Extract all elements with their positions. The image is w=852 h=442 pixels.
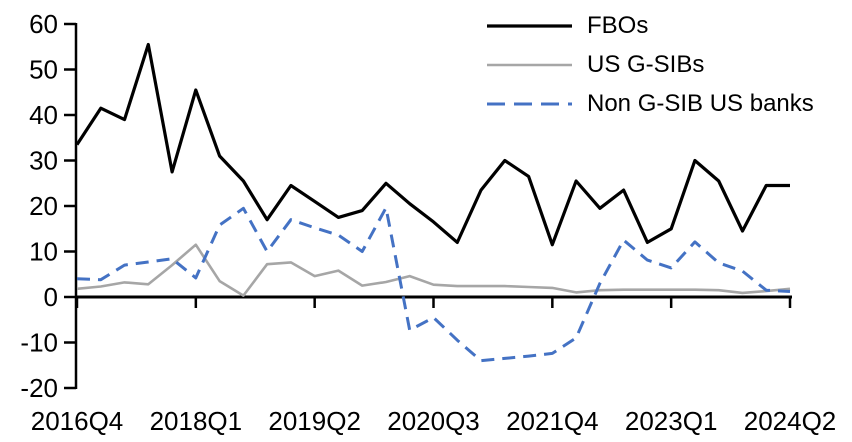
legend-label-fbos: FBOs [587,11,649,39]
legend-label-us-gsibs: US G-SIBs [587,50,705,78]
legend-item-us-gsibs: US G-SIBs [486,45,814,84]
legend-item-fbos: FBOs [486,6,814,45]
x-tick-label: 2016Q4 [31,406,124,436]
y-tick-label: 40 [29,100,58,130]
y-tick-label: -10 [20,328,58,358]
y-tick-label: 20 [29,191,58,221]
y-tick-label: 30 [29,146,58,176]
series-line-non-g-sib-us-banks [76,206,791,363]
legend-line-sample-fbos [487,23,572,28]
series-line-fbos [75,42,790,247]
y-tick-label: -20 [20,373,58,403]
legend-item-non-gsib: Non G-SIB US banks [486,84,814,123]
legend: FBOs US G-SIBs Non G-SIB US banks [486,6,814,123]
series-line-us-g-sibs [76,243,791,297]
x-tick-label: 2021Q4 [506,406,599,436]
y-tick-label: 60 [29,9,58,39]
legend-line-sample-non-gsib [487,102,572,105]
x-tick-label: 2019Q2 [268,406,361,436]
y-tick-label: 10 [29,237,58,267]
y-tick-label: 50 [29,55,58,85]
legend-line-sample-us-gsibs [487,63,572,66]
y-tick-label: 0 [44,282,58,312]
legend-label-non-gsib: Non G-SIB US banks [587,89,814,117]
x-tick-label: 2020Q3 [387,406,480,436]
x-tick-label: 2024Q2 [744,406,837,436]
x-tick-label: 2023Q1 [625,406,718,436]
x-tick-label: 2018Q1 [150,406,243,436]
